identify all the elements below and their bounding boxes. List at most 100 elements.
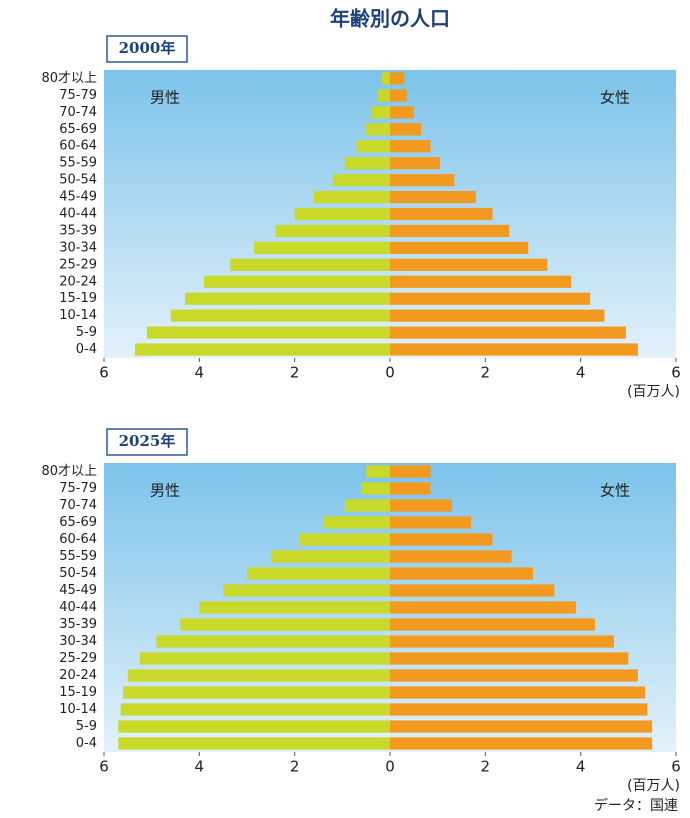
bar (378, 89, 390, 102)
category-label: 70-74 (59, 498, 97, 513)
bar (294, 207, 390, 221)
bar (223, 584, 390, 597)
bar (118, 737, 391, 750)
bar (390, 686, 646, 699)
x-tick-label: 4 (576, 758, 586, 776)
x-tick-label: 4 (195, 758, 205, 776)
unit-label: (百万人) (627, 778, 680, 794)
bar (156, 635, 390, 648)
bar (344, 499, 390, 512)
bar (390, 140, 431, 153)
category-label: 80才以上 (41, 71, 97, 86)
bar (390, 241, 529, 254)
category-label: 55-59 (59, 549, 97, 564)
x-tick-label: 2 (290, 364, 300, 382)
legend-label: 男性 (150, 89, 180, 107)
page-title: 年齢別の人口 (330, 7, 450, 31)
category-label: 0-4 (76, 342, 97, 357)
bar (146, 326, 390, 339)
x-tick-label: 2 (481, 364, 491, 382)
bar (390, 618, 595, 631)
source: データ：国連 (594, 797, 678, 814)
bar (247, 567, 390, 580)
category-label: 70-74 (59, 105, 97, 120)
bar (390, 123, 421, 136)
bar (270, 550, 390, 563)
category-label: 65-69 (59, 515, 97, 530)
bar (390, 106, 414, 119)
bar (230, 258, 390, 271)
legend-label: 男性 (150, 482, 180, 500)
bar (254, 241, 390, 254)
category-label: 40-44 (59, 207, 97, 222)
category-label: 55-59 (59, 156, 97, 171)
bar (390, 703, 648, 716)
bar (390, 567, 533, 580)
category-label: 60-64 (59, 139, 97, 154)
bar (356, 140, 390, 153)
category-label: 10-14 (59, 308, 97, 323)
bar (390, 292, 591, 305)
bar (390, 343, 638, 356)
bar (118, 720, 391, 733)
legend-label: 女性 (600, 89, 630, 107)
bar (170, 309, 390, 322)
bar (390, 174, 455, 187)
category-label: 50-54 (59, 566, 97, 581)
bar (204, 275, 390, 288)
bar (180, 618, 390, 631)
year-label: 2025年 (119, 432, 176, 450)
bar (199, 601, 390, 614)
category-label: 20-24 (59, 668, 97, 683)
x-tick-label: 0 (385, 758, 395, 776)
bar (390, 275, 572, 288)
bar (390, 635, 615, 648)
bar (390, 465, 431, 478)
category-label: 80才以上 (41, 464, 97, 479)
bar (390, 584, 555, 597)
bar (361, 482, 390, 495)
bar (390, 157, 441, 170)
bar (390, 652, 629, 665)
bar (390, 737, 653, 750)
category-label: 10-14 (59, 702, 97, 717)
bar (313, 190, 390, 204)
category-label: 45-49 (59, 583, 97, 598)
x-tick-label: 6 (671, 758, 681, 776)
x-tick-label: 4 (195, 364, 205, 382)
bar (123, 686, 391, 699)
bar (344, 157, 390, 170)
x-tick-label: 0 (385, 364, 395, 382)
bar (323, 516, 390, 529)
bar (390, 533, 493, 546)
bar (127, 669, 390, 682)
x-tick-label: 2 (290, 758, 300, 776)
x-tick-label: 6 (671, 364, 681, 382)
bar (390, 669, 638, 682)
category-label: 35-39 (59, 617, 97, 632)
bar (299, 533, 390, 546)
bar (332, 174, 390, 187)
category-label: 5-9 (76, 325, 97, 340)
category-label: 30-34 (59, 634, 97, 649)
year-box (106, 35, 188, 63)
x-tick-label: 4 (576, 364, 586, 382)
bar (390, 89, 407, 102)
bar (390, 258, 548, 271)
category-label: 15-19 (59, 291, 97, 306)
category-label: 50-54 (59, 173, 97, 188)
bar (390, 499, 452, 512)
bar (120, 703, 390, 716)
unit-label: (百万人) (627, 384, 680, 400)
category-label: 25-29 (59, 257, 97, 272)
category-label: 35-39 (59, 223, 97, 238)
category-label: 75-79 (59, 481, 97, 496)
category-label: 5-9 (76, 719, 97, 734)
bar (370, 106, 390, 119)
bar (390, 516, 472, 529)
bar (390, 207, 493, 221)
bar (381, 72, 390, 85)
bar (390, 482, 431, 495)
bar (185, 292, 390, 305)
